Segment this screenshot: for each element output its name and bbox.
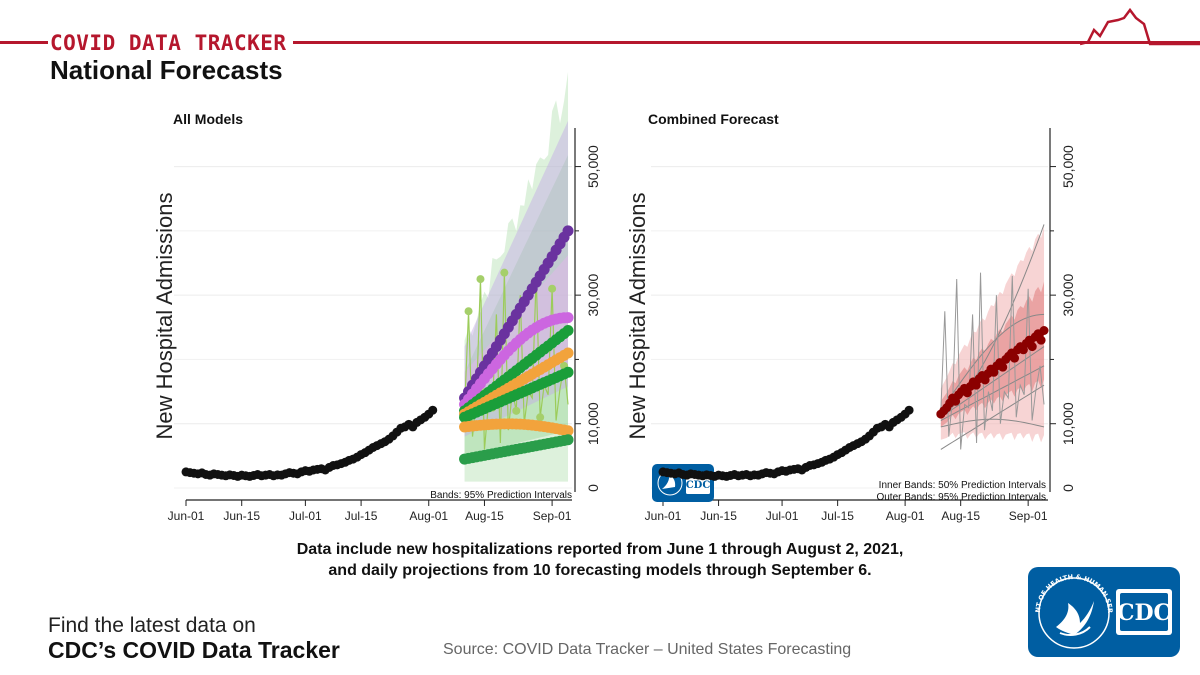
hhs-cdc-logo-icon: DEPARTMENT OF HEALTH & HUMAN SERVICES US… — [1028, 567, 1172, 649]
ensemble-point — [998, 362, 1008, 372]
chart-caption: Data include new hospitalizations report… — [0, 539, 1200, 581]
model-trace — [940, 384, 1045, 450]
series-point — [562, 425, 574, 437]
ensemble-point — [1036, 335, 1046, 345]
x-tick-label: Aug-01 — [886, 509, 925, 523]
x-tick-label: Sep-01 — [533, 509, 572, 523]
observed-line — [185, 409, 434, 478]
band-note: Bands: 95% Prediction Intervals — [430, 490, 572, 501]
ensemble-point — [1010, 353, 1020, 363]
series-point — [562, 312, 574, 324]
find-latest-text: Find the latest data on — [48, 614, 256, 637]
y-tick-label: 50,000 — [585, 145, 601, 188]
covid-tracker-link[interactable]: CDC’s COVID Data Tracker — [48, 637, 340, 663]
model-spiky-trace — [940, 272, 1045, 450]
model-trace — [940, 418, 1045, 428]
x-tick-label: Jul-01 — [766, 509, 799, 523]
y-zero-label: 0 — [585, 484, 601, 492]
ensemble-point — [1039, 326, 1049, 335]
observed-point — [428, 405, 438, 415]
y-tick-label: 10,000 — [1060, 402, 1076, 445]
model-trace — [940, 346, 1045, 418]
caption-line-2: and daily projections from 10 forecastin… — [328, 562, 872, 579]
chart-panel-1: All Models New Hospital Admissions Jun-01 J… — [152, 71, 601, 523]
cdc-logo-text: CDC — [1117, 600, 1171, 626]
y-tick-label: 30,000 — [1060, 274, 1076, 317]
chart-panel-2: Combined Forecast New Hospital Admissions… — [625, 111, 1076, 523]
x-tick-label: Jun-01 — [645, 509, 682, 523]
ensemble-point — [1027, 342, 1037, 352]
chart-title: All Models — [173, 111, 243, 127]
band-note-outer: Outer Bands: 95% Prediction Intervals — [876, 492, 1046, 503]
y-tick-label: 30,000 — [585, 274, 601, 317]
x-tick-label: Aug-15 — [941, 509, 980, 523]
small-logo-text: CDC — [686, 480, 711, 491]
series-model-g — [459, 434, 574, 465]
x-tick-label: Sep-01 — [1009, 509, 1048, 523]
x-tick-label: Jul-01 — [289, 509, 322, 523]
model-spiky-point — [476, 275, 485, 284]
x-tick-label: Aug-01 — [409, 509, 448, 523]
series-model-a — [459, 225, 574, 404]
x-tick-label: Jun-15 — [223, 509, 260, 523]
y-axis-label: New Hospital Admissions — [625, 193, 650, 440]
band-note-inner: Inner Bands: 50% Prediction Intervals — [879, 480, 1046, 491]
caption-line-1: Data include new hospitalizations report… — [296, 541, 904, 558]
chart-title: Combined Forecast — [648, 111, 779, 127]
header-rule — [0, 41, 1200, 44]
x-tick-label: Jun-15 — [700, 509, 737, 523]
x-tick-label: Jul-15 — [345, 509, 378, 523]
observed-point — [904, 405, 914, 415]
ensemble-series — [936, 326, 1049, 419]
x-tick-label: Jul-15 — [821, 509, 854, 523]
model-spiky-point — [512, 406, 521, 415]
model-trace — [940, 365, 1045, 421]
x-tick-label: Jun-01 — [168, 509, 205, 523]
observed-series — [658, 405, 914, 481]
y-axis-label: New Hospital Admissions — [152, 193, 177, 440]
y-zero-label: 0 — [1060, 484, 1076, 492]
x-tick-label: Aug-15 — [465, 509, 504, 523]
observed-series — [181, 405, 438, 481]
series-point — [562, 347, 574, 359]
page-title: National Forecasts — [50, 55, 283, 85]
series-point — [562, 434, 574, 446]
model-spiky-point — [548, 284, 557, 293]
series-point — [562, 325, 574, 336]
small-logo-bird — [662, 474, 676, 489]
series-point — [562, 366, 574, 378]
y-tick-label: 50,000 — [1060, 145, 1076, 188]
y-tick-label: 10,000 — [585, 402, 601, 445]
source-text: Source: COVID Data Tracker – United Stat… — [443, 641, 852, 658]
tracker-label: COVID DATA TRACKER — [48, 30, 293, 56]
series-point — [562, 225, 574, 237]
series-model-e — [459, 366, 574, 423]
model-spiky-point — [464, 307, 473, 316]
header-trend-icon — [1080, 7, 1200, 46]
series-model-f — [459, 418, 574, 437]
cdc-logo[interactable]: DEPARTMENT OF HEALTH & HUMAN SERVICES US… — [1028, 567, 1180, 657]
model-spiky-point — [500, 268, 509, 277]
model-spiky-point — [536, 413, 545, 422]
